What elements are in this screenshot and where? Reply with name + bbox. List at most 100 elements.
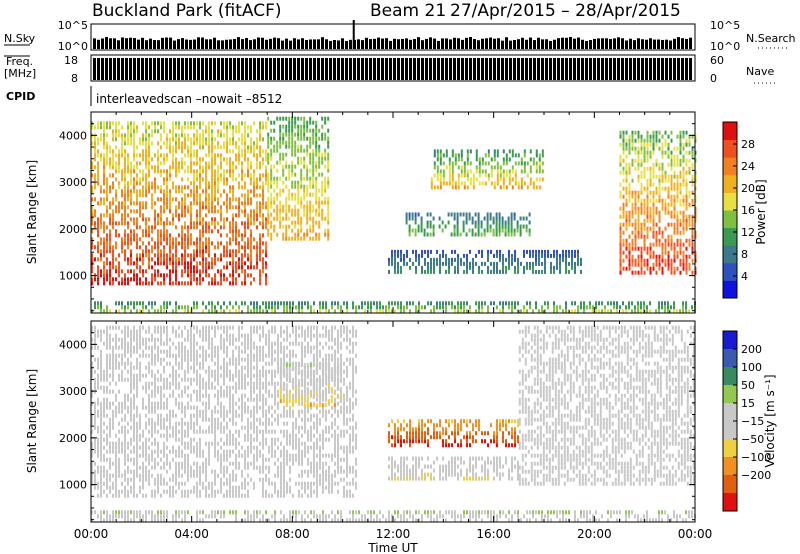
data-cell — [181, 133, 183, 138]
data-cell — [270, 196, 273, 201]
data-cell — [175, 245, 177, 250]
data-cell — [315, 120, 318, 125]
data-cell — [136, 309, 138, 314]
data-cell — [643, 301, 645, 306]
data-cell — [145, 449, 147, 454]
data-cell — [118, 469, 120, 474]
data-cell — [124, 329, 126, 334]
data-cell — [433, 149, 436, 154]
data-cell — [282, 156, 285, 161]
data-cell — [130, 405, 132, 410]
data-cell — [175, 477, 177, 482]
data-cell — [388, 305, 390, 310]
data-cell — [321, 184, 324, 189]
data-cell — [327, 184, 330, 189]
data-cell — [196, 269, 198, 274]
data-cell — [324, 148, 327, 153]
freq-bar — [493, 58, 496, 80]
data-cell — [483, 216, 486, 221]
data-cell — [169, 177, 171, 182]
data-cell — [202, 205, 204, 210]
data-cell — [538, 157, 541, 162]
data-cell — [439, 265, 441, 270]
data-cell — [682, 262, 685, 267]
data-cell — [106, 469, 108, 474]
data-cell — [673, 250, 676, 255]
data-cell — [267, 144, 270, 149]
data-cell — [163, 385, 165, 390]
data-cell — [276, 192, 279, 197]
data-cell — [178, 405, 180, 410]
data-cell — [253, 277, 255, 282]
data-cell — [130, 397, 132, 402]
data-cell — [217, 209, 219, 214]
data-cell — [187, 137, 189, 142]
data-cell — [163, 445, 165, 450]
data-cell — [411, 212, 414, 217]
data-cell — [628, 194, 631, 199]
data-cell — [499, 269, 501, 274]
data-cell — [97, 441, 99, 446]
data-cell — [106, 141, 108, 146]
data-cell — [448, 157, 451, 162]
data-cell — [495, 216, 498, 221]
data-cell — [157, 385, 159, 390]
data-cell — [124, 437, 126, 442]
data-cell — [301, 309, 303, 314]
data-cell — [151, 473, 153, 478]
data-cell — [205, 221, 207, 226]
data-cell — [297, 188, 300, 193]
data-cell — [226, 121, 228, 126]
data-cell — [151, 165, 153, 170]
data-cell — [303, 128, 306, 133]
data-cell — [538, 165, 541, 170]
data-cell — [214, 169, 216, 174]
data-cell — [139, 437, 141, 442]
data-cell — [652, 182, 655, 187]
data-cell — [106, 237, 108, 242]
data-cell — [112, 337, 114, 342]
data-cell — [106, 205, 108, 210]
data-cell — [538, 253, 540, 258]
data-cell — [394, 253, 396, 258]
data-cell — [91, 125, 93, 130]
data-cell — [460, 169, 463, 174]
data-cell — [229, 205, 231, 210]
data-cell — [226, 253, 228, 258]
data-cell — [232, 173, 234, 178]
data-cell — [676, 210, 679, 215]
data-cell — [516, 228, 519, 233]
data-cell — [142, 133, 144, 138]
data-cell — [364, 301, 366, 306]
data-cell — [285, 200, 288, 205]
data-cell — [457, 153, 460, 158]
data-cell — [253, 181, 255, 186]
data-cell — [142, 253, 144, 258]
data-cell — [193, 161, 195, 166]
data-cell — [420, 216, 423, 221]
data-cell — [327, 180, 330, 185]
data-cell — [136, 381, 138, 386]
data-cell — [495, 220, 498, 225]
data-cell — [273, 180, 276, 185]
data-cell — [655, 230, 658, 235]
data-cell — [226, 141, 228, 146]
data-cell — [288, 140, 291, 145]
data-cell — [139, 445, 141, 450]
data-cell — [634, 202, 637, 207]
data-cell — [655, 309, 657, 314]
data-cell — [118, 157, 120, 162]
nsky-bar — [681, 38, 684, 49]
data-cell — [142, 257, 144, 262]
freq-bar — [397, 58, 400, 80]
data-cell — [166, 153, 168, 158]
data-cell — [253, 145, 255, 150]
data-cell — [238, 261, 240, 266]
data-cell — [273, 216, 276, 221]
data-cell — [193, 169, 195, 174]
data-cell — [187, 273, 189, 278]
data-cell — [445, 261, 447, 266]
data-cell — [103, 229, 105, 234]
data-cell — [379, 301, 381, 306]
data-cell — [315, 136, 318, 141]
